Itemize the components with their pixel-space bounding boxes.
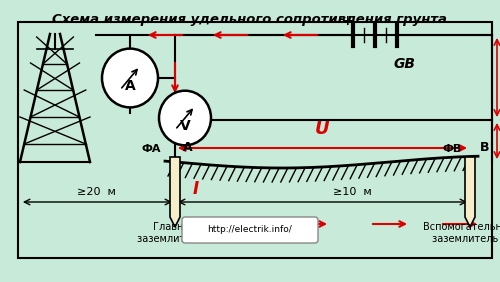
Text: ≥20  м: ≥20 м (77, 187, 116, 197)
Bar (18, 22, 492, 258)
Text: Вспомогательный
заземлитель В: Вспомогательный заземлитель В (424, 222, 500, 244)
Text: U: U (315, 120, 330, 138)
Text: ≥10  м: ≥10 м (333, 187, 372, 197)
Text: В: В (480, 141, 490, 154)
Text: I: I (193, 180, 199, 198)
Text: А: А (183, 141, 192, 154)
Text: ФВ: ФВ (443, 144, 462, 154)
Text: GB: GB (394, 57, 416, 71)
Text: Главный
заземлитель А: Главный заземлитель А (137, 222, 213, 244)
Text: http://electrik.info/: http://electrik.info/ (208, 226, 292, 235)
Text: +: + (341, 14, 353, 28)
Ellipse shape (159, 91, 211, 145)
Text: V: V (180, 119, 190, 133)
Text: Схема измерения удельного сопротивления грунта: Схема измерения удельного сопротивления … (52, 13, 448, 26)
Ellipse shape (102, 49, 158, 107)
FancyBboxPatch shape (182, 217, 318, 243)
Text: −: − (397, 14, 409, 28)
Polygon shape (170, 157, 180, 227)
Polygon shape (465, 157, 475, 227)
Text: A: A (124, 79, 136, 93)
Text: ФА: ФА (142, 144, 161, 154)
